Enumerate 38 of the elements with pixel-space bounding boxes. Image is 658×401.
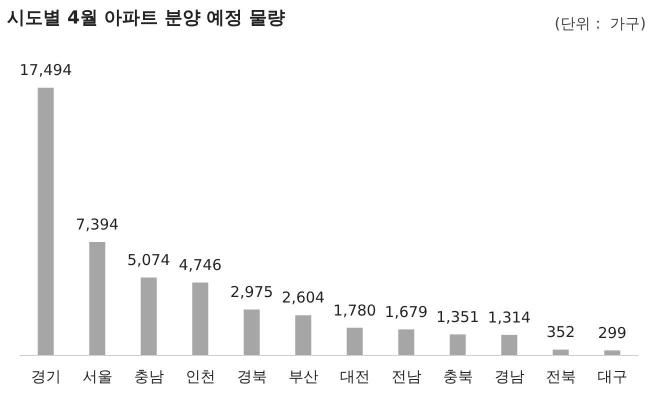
bar [450, 334, 466, 355]
bar [244, 310, 260, 355]
x-tick-label: 인천 [185, 368, 216, 386]
bar [398, 329, 414, 355]
bar [192, 282, 208, 355]
x-tick-label: 부산 [288, 368, 318, 386]
text: (단위： 가구) [554, 14, 646, 32]
bar [552, 350, 569, 355]
x-tick-label: 대전 [340, 368, 370, 386]
bar [501, 334, 518, 355]
bar [38, 88, 54, 355]
data-label: 5,074 [127, 250, 170, 269]
data-label: 2,604 [282, 288, 325, 307]
data-label: 7,394 [76, 216, 119, 234]
data-label: 1,679 [384, 302, 428, 321]
data-label: 1,780 [333, 301, 376, 320]
bar [140, 277, 157, 355]
chart-title: 시도별 4월 아파트 분양 예정 물량 [7, 8, 285, 28]
x-tick-label: 서울 [82, 368, 112, 386]
data-label: 4,746 [178, 256, 222, 274]
x-tick-label: 경남 [494, 368, 524, 386]
data-label: 2,975 [230, 283, 274, 302]
bar [604, 350, 620, 355]
bar [346, 328, 363, 355]
x-tick-label: 전북 [546, 368, 576, 386]
data-label: 1,351 [436, 308, 480, 326]
x-tick-label: 충남 [134, 368, 164, 386]
data-label: 352 [546, 323, 576, 342]
x-tick-label: 충북 [442, 368, 473, 386]
data-label: 299 [598, 324, 627, 342]
data-label: 1,314 [488, 308, 531, 326]
x-tick-label: 전남 [391, 368, 422, 386]
data-label: 17,494 [20, 61, 72, 80]
bar [89, 242, 106, 355]
x-tick-label: 대구 [597, 368, 628, 386]
x-tick-label: 경기 [30, 368, 61, 386]
x-tick-label: 경북 [236, 368, 267, 386]
bar [295, 315, 312, 355]
